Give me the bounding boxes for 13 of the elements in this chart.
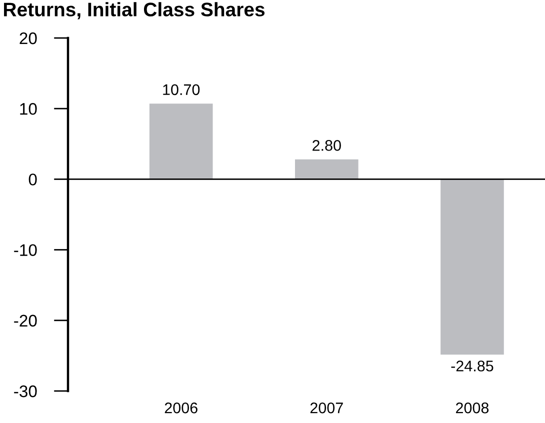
x-tick-label: 2008 <box>456 402 489 414</box>
y-tick-label: -10 <box>14 244 37 256</box>
data-label: 2.80 <box>312 140 341 151</box>
data-label: 10.70 <box>163 84 200 96</box>
data-label: -24.85 <box>451 360 494 372</box>
y-tick-label: 20 <box>20 32 37 44</box>
y-tick-label: -30 <box>14 385 37 398</box>
y-tick-label: -20 <box>14 314 37 327</box>
y-tick-label: 0 <box>28 174 37 186</box>
x-tick-label: 2007 <box>310 402 343 414</box>
y-tick-label: 10 <box>20 103 37 115</box>
chart-title: Returns, Initial Class Shares <box>4 2 265 20</box>
x-tick-label: 2006 <box>164 402 198 414</box>
